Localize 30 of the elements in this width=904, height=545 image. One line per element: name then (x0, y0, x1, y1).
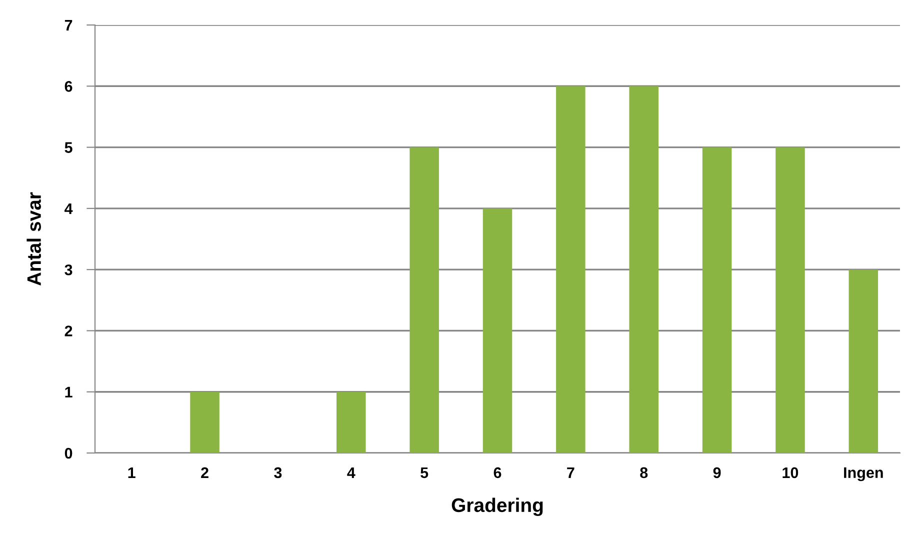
y-tick-label: 5 (64, 142, 72, 153)
bar (776, 147, 805, 453)
x-tick-label: 1 (128, 467, 136, 478)
bar (410, 147, 439, 453)
bar (629, 86, 658, 453)
x-tick-label: 5 (420, 467, 428, 478)
y-tick-label: 1 (65, 386, 72, 398)
x-tick-label: 8 (640, 467, 648, 478)
x-axis-title: Gradering (452, 498, 543, 516)
x-tick-label: Ingen (844, 467, 883, 482)
bar (556, 86, 586, 453)
y-tick-label: 3 (64, 264, 72, 276)
y-tick-label: 6 (64, 81, 72, 92)
y-axis-title: Antal svar (26, 192, 41, 286)
bar (848, 270, 878, 453)
y-tick-label: 2 (64, 326, 72, 336)
bar (190, 392, 220, 453)
x-tick-label: 7 (567, 467, 574, 478)
x-tick-label: 9 (713, 467, 721, 478)
x-tick-label: 2 (201, 467, 208, 478)
x-tick-label: 4 (347, 467, 356, 478)
bar (482, 208, 512, 453)
x-tick-label: 6 (494, 467, 502, 478)
y-tick-label: 4 (64, 203, 73, 214)
y-tick-label: 7 (64, 20, 72, 31)
x-tick-label: 3 (274, 467, 282, 478)
y-tick-label: 0 (64, 448, 72, 459)
bar (702, 147, 732, 453)
bar (336, 392, 366, 453)
x-tick-label: 10 (782, 467, 798, 478)
